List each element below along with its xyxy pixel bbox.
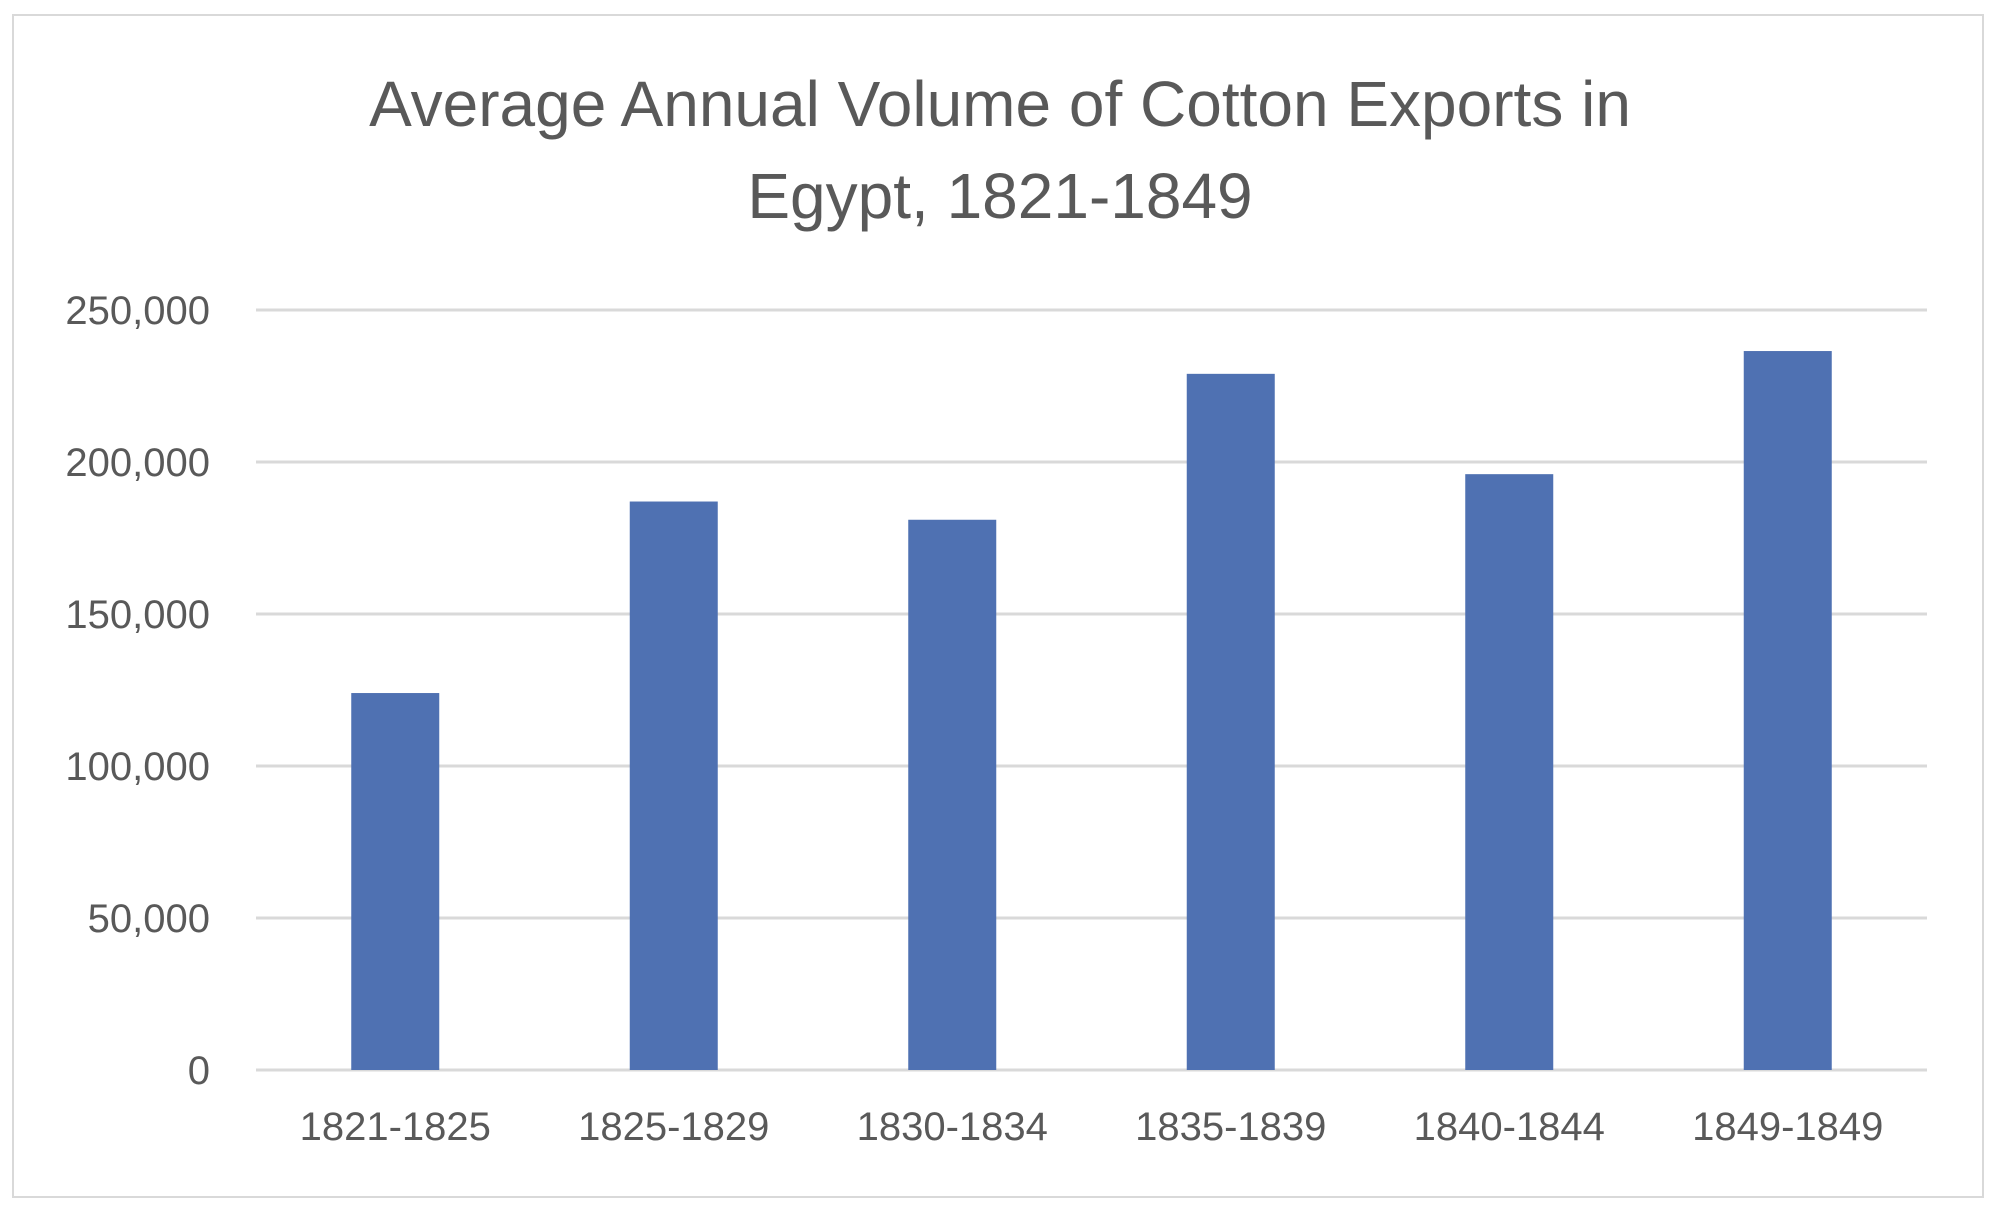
x-tick-label: 1849-1849 (1692, 1105, 1883, 1149)
x-tick-label: 1840-1844 (1414, 1105, 1605, 1149)
x-tick-label: 1835-1839 (1135, 1105, 1326, 1149)
bar (629, 501, 718, 1070)
bar (351, 693, 440, 1070)
chart-title-line-2: Egypt, 1821-1849 (747, 160, 1253, 232)
y-tick-label: 100,000 (65, 745, 210, 789)
x-tick-label: 1830-1834 (857, 1105, 1048, 1149)
y-tick-label: 0 (188, 1049, 210, 1093)
chart-frame (12, 14, 1984, 1198)
bar (1743, 351, 1832, 1070)
y-tick-label: 250,000 (65, 289, 210, 333)
bar (908, 519, 997, 1070)
x-tick-label: 1821-1825 (300, 1105, 491, 1149)
bar (1465, 474, 1554, 1070)
y-tick-label: 50,000 (88, 897, 210, 941)
y-tick-label: 200,000 (65, 441, 210, 485)
chart-title-line-1: Average Annual Volume of Cotton Exports … (369, 68, 1631, 140)
x-tick-label: 1825-1829 (578, 1105, 769, 1149)
chart-title: Average Annual Volume of Cotton Exports … (0, 58, 2000, 242)
bar (1186, 373, 1275, 1071)
y-tick-label: 150,000 (65, 593, 210, 637)
